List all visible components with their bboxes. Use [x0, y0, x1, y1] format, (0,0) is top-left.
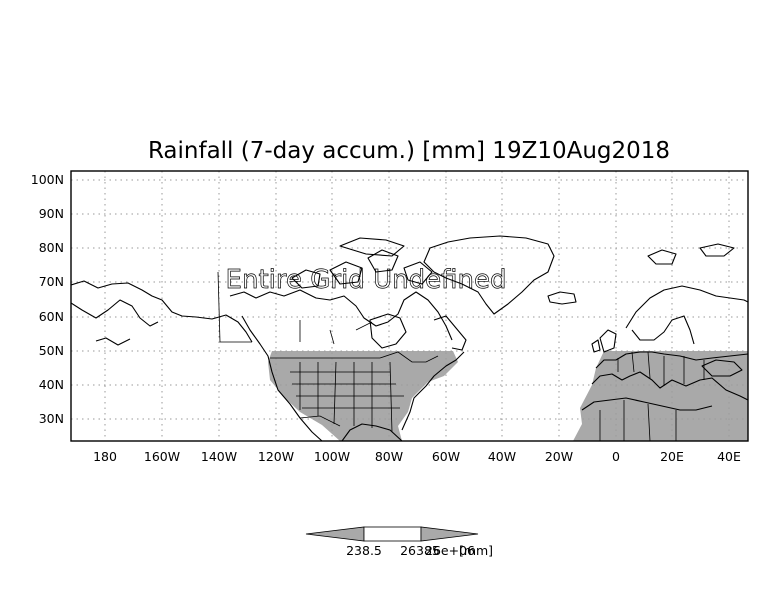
- colorbar-label-left: 238.5: [346, 543, 382, 558]
- colorbar-box: [363, 526, 422, 542]
- longitude-axis: 180 160W 140W 120W 100W 80W 60W 40W 20W …: [93, 449, 741, 464]
- lon-label: 20W: [545, 449, 573, 464]
- graticule: [71, 171, 748, 441]
- lon-label: 0: [612, 449, 620, 464]
- lon-label: 140W: [201, 449, 237, 464]
- lat-label: 70N: [39, 274, 64, 289]
- lat-label: 50N: [39, 343, 64, 358]
- colorbar: 238.5 26385 26e+06 [mm]: [305, 526, 493, 558]
- map-title: Rainfall (7-day accum.) [mm] 19Z10Aug201…: [148, 138, 670, 164]
- colorbar-label-right: 26e+06: [425, 543, 475, 558]
- lon-label: 20E: [660, 449, 684, 464]
- lon-label: 180: [93, 449, 117, 464]
- colorbar-label-middle: 26385: [400, 543, 440, 558]
- lat-label: 100N: [31, 172, 64, 187]
- lon-label: 80W: [375, 449, 403, 464]
- lon-label: 60W: [432, 449, 460, 464]
- plot-frame: [70, 170, 749, 442]
- lon-label: 120W: [258, 449, 294, 464]
- political-borders: [217, 271, 705, 441]
- lon-label: 40W: [488, 449, 516, 464]
- undefined-grid-annotation: Entire Grid Undefined: [226, 265, 507, 295]
- map-plot-area: [71, 171, 748, 441]
- lon-label: 100W: [314, 449, 350, 464]
- lon-label: 40E: [717, 449, 741, 464]
- lat-label: 30N: [39, 411, 64, 426]
- lat-label: 40N: [39, 377, 64, 392]
- lat-label: 80N: [39, 240, 64, 255]
- latitude-axis: 100N 90N 80N 70N 60N 50N 40N 30N: [31, 172, 64, 426]
- colorbar-units: [mm]: [459, 543, 493, 558]
- lat-label: 90N: [39, 206, 64, 221]
- lat-label: 60N: [39, 309, 64, 324]
- coastlines: [71, 235, 748, 441]
- colorbar-left-triangle: [305, 526, 365, 542]
- lon-label: 160W: [144, 449, 180, 464]
- colorbar-right-triangle: [420, 526, 479, 542]
